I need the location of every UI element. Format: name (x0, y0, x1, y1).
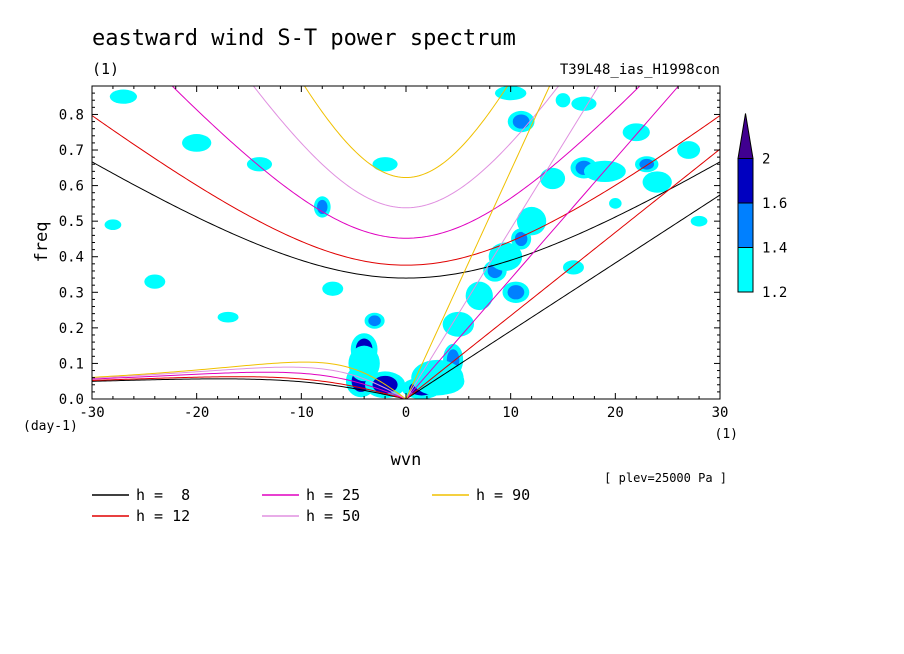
rossby-curve-h8 (92, 378, 407, 399)
chart-title: eastward wind S-T power spectrum (92, 26, 516, 51)
y-tick-label: 0.2 (59, 321, 84, 337)
x-tick-label: -10 (289, 405, 314, 421)
units-label-left: (1) (92, 60, 119, 78)
colorbar-label: 1.2 (762, 285, 787, 301)
contour-blob (609, 198, 622, 209)
contour-blob (488, 242, 523, 271)
y-tick-label: 0.0 (59, 392, 84, 408)
legend: h = 8 h = 12 h = 25 h = 50 h = 90 (92, 486, 530, 525)
y-tick-label: 0.7 (59, 143, 84, 159)
kelvin-curve-h25 (405, 86, 680, 399)
colorbar-label: 1.4 (762, 241, 787, 257)
contour-blob (507, 285, 525, 300)
contour-blob (372, 157, 398, 172)
legend-label-h8: h = 8 (136, 486, 190, 504)
colorbar-segment (737, 247, 754, 293)
contour-blob (465, 281, 493, 311)
y-axis-title: freq (32, 222, 52, 263)
kelvin-curve-h90 (405, 86, 551, 399)
contour-blob (563, 260, 584, 275)
contour-blob (512, 114, 530, 129)
dispersion-curves (92, 86, 720, 399)
gravity-curve-h50 (252, 86, 560, 209)
x-tick-label: 30 (712, 405, 729, 421)
contour-blob (571, 96, 597, 111)
rossby-curve-h25 (92, 371, 407, 399)
x-axis-title: wvn (391, 450, 422, 470)
contour-blob (622, 123, 650, 142)
x-units-label: (1) (715, 427, 738, 442)
contour-blob (182, 134, 212, 152)
rossby-curve-h90 (92, 361, 407, 399)
contour-blob (109, 89, 138, 104)
contour-blob (539, 167, 566, 190)
colorbar-arrow (737, 113, 754, 159)
gravity-curve-h12 (92, 115, 720, 266)
legend-label-h90: h = 90 (476, 486, 530, 504)
contour-blob (217, 311, 239, 323)
legend-label-h12: h = 12 (136, 507, 190, 525)
colorbar-label: 2 (762, 152, 770, 168)
y-tick-label: 0.3 (59, 285, 84, 301)
x-tick-label: -30 (79, 405, 104, 421)
gravity-curve-h90 (303, 86, 509, 179)
colorbar: 1.2 1.4 1.6 2 (737, 113, 787, 301)
colorbar-segment (737, 202, 754, 248)
y-tick-label: 0.4 (59, 250, 84, 266)
rossby-curve-h12 (92, 376, 407, 399)
x-tick-label: -20 (184, 405, 209, 421)
x-tick-label: 0 (402, 405, 410, 421)
y-tick-label: 0.6 (59, 179, 84, 195)
contour-blob (322, 281, 344, 296)
contour-blob (348, 345, 380, 382)
x-axis: -30 -20 -10 0 10 20 30 (79, 86, 728, 421)
legend-label-h50: h = 50 (306, 507, 360, 525)
contour-blob (368, 315, 381, 327)
gravity-curve-h25 (171, 86, 641, 239)
x-tick-label: 10 (502, 405, 519, 421)
contour-blob (583, 160, 626, 183)
contour-blob (144, 274, 166, 289)
run-label: T39L48_ias_H1998con (560, 62, 720, 78)
kelvin-curve-h8 (405, 194, 720, 399)
legend-label-h25: h = 25 (306, 486, 360, 504)
contour-blob (104, 219, 122, 231)
kelvin-curve-h50 (405, 86, 600, 399)
contour-blob (494, 86, 527, 101)
y-tick-label: 0.1 (59, 356, 84, 372)
contour-blob (555, 93, 571, 108)
contour-blob (639, 158, 655, 170)
contour-blob (677, 141, 701, 159)
rossby-curve-h50 (92, 366, 407, 399)
colorbar-label: 1.6 (762, 196, 787, 212)
y-tick-label: 0.5 (59, 214, 84, 230)
pressure-note: [ plev=25000 Pa ] (604, 471, 727, 485)
x-tick-label: 20 (607, 405, 624, 421)
gravity-curve-h8 (92, 161, 720, 279)
contour-blob (690, 215, 708, 227)
y-tick-label: 0.8 (59, 107, 84, 123)
contour-blob (442, 311, 475, 337)
y-axis: 0.0 0.1 0.2 0.3 0.4 0.5 0.6 0.7 0.8 (59, 92, 720, 408)
kelvin-curve-h12 (405, 148, 720, 399)
y-units-label: (day-1) (23, 419, 78, 434)
contour-blob (642, 171, 672, 193)
power-contours (104, 86, 708, 399)
colorbar-segment (737, 158, 754, 204)
